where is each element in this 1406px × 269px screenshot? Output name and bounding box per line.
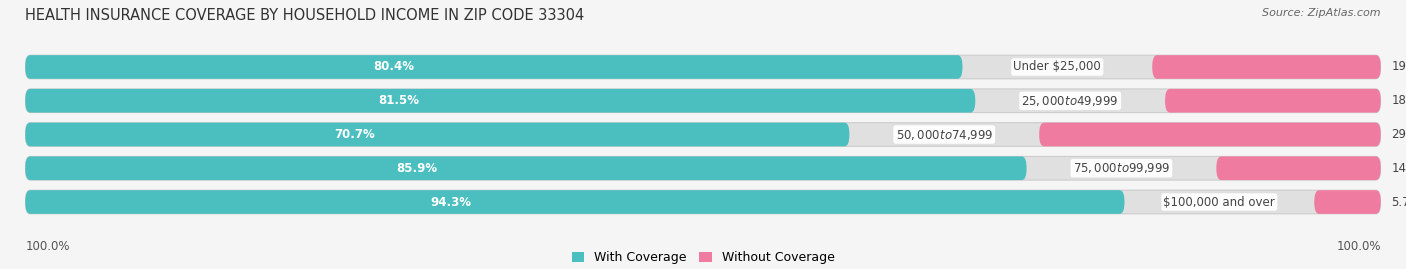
Text: 70.7%: 70.7% xyxy=(335,128,375,141)
Text: 18.5%: 18.5% xyxy=(1392,94,1406,107)
Text: $25,000 to $49,999: $25,000 to $49,999 xyxy=(1021,94,1119,108)
FancyBboxPatch shape xyxy=(25,190,1125,214)
FancyBboxPatch shape xyxy=(25,123,1381,146)
Text: 80.4%: 80.4% xyxy=(374,61,415,73)
FancyBboxPatch shape xyxy=(25,55,963,79)
Text: 29.3%: 29.3% xyxy=(1392,128,1406,141)
Text: $50,000 to $74,999: $50,000 to $74,999 xyxy=(896,128,993,141)
Text: 5.7%: 5.7% xyxy=(1392,196,1406,208)
Text: 85.9%: 85.9% xyxy=(396,162,437,175)
Text: 100.0%: 100.0% xyxy=(1336,240,1381,253)
Text: HEALTH INSURANCE COVERAGE BY HOUSEHOLD INCOME IN ZIP CODE 33304: HEALTH INSURANCE COVERAGE BY HOUSEHOLD I… xyxy=(25,8,585,23)
FancyBboxPatch shape xyxy=(1216,157,1381,180)
Text: 81.5%: 81.5% xyxy=(378,94,419,107)
FancyBboxPatch shape xyxy=(1166,89,1381,112)
Text: Under $25,000: Under $25,000 xyxy=(1014,61,1101,73)
Text: 94.3%: 94.3% xyxy=(430,196,471,208)
Text: Source: ZipAtlas.com: Source: ZipAtlas.com xyxy=(1263,8,1381,18)
FancyBboxPatch shape xyxy=(1039,123,1381,146)
FancyBboxPatch shape xyxy=(1153,55,1381,79)
FancyBboxPatch shape xyxy=(25,157,1026,180)
Text: 100.0%: 100.0% xyxy=(25,240,70,253)
FancyBboxPatch shape xyxy=(25,123,849,146)
FancyBboxPatch shape xyxy=(25,89,976,112)
Legend: With Coverage, Without Coverage: With Coverage, Without Coverage xyxy=(567,246,839,269)
Text: 19.6%: 19.6% xyxy=(1392,61,1406,73)
Text: $100,000 and over: $100,000 and over xyxy=(1164,196,1275,208)
FancyBboxPatch shape xyxy=(25,190,1381,214)
FancyBboxPatch shape xyxy=(25,89,1381,112)
Text: 14.1%: 14.1% xyxy=(1392,162,1406,175)
FancyBboxPatch shape xyxy=(1315,190,1381,214)
Text: $75,000 to $99,999: $75,000 to $99,999 xyxy=(1073,161,1170,175)
FancyBboxPatch shape xyxy=(25,157,1381,180)
FancyBboxPatch shape xyxy=(25,55,1381,79)
